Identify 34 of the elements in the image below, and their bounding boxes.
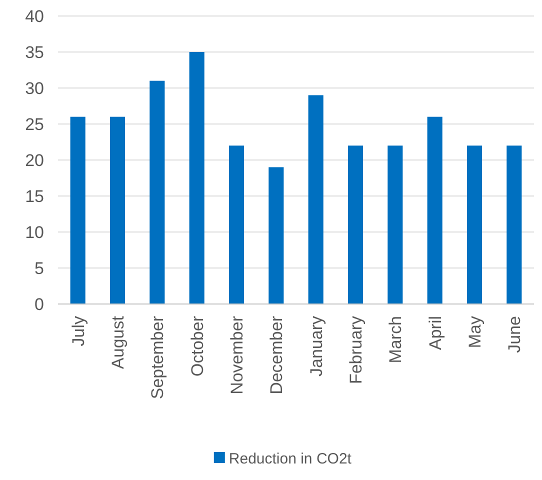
y-tick-label: 25 <box>25 114 44 134</box>
x-tick-label: May <box>465 316 484 348</box>
y-tick-label: 35 <box>25 42 44 62</box>
x-tick-label: October <box>188 316 207 376</box>
y-tick-label: 40 <box>25 6 44 26</box>
legend-label: Reduction in CO2t <box>228 450 352 468</box>
bar <box>466 146 482 304</box>
bar <box>427 116 442 304</box>
y-tick-label: 20 <box>25 150 44 170</box>
x-tick-label: January <box>306 316 326 376</box>
bar <box>388 146 403 304</box>
x-tick-label: November <box>227 316 246 394</box>
x-tick-label: December <box>267 316 286 394</box>
x-tick-label: September <box>148 316 168 400</box>
bar <box>189 52 204 304</box>
x-tick-label: June <box>505 316 524 353</box>
y-tick-label: 30 <box>25 78 44 98</box>
bar <box>268 167 284 304</box>
bar <box>506 146 522 304</box>
x-tick-label: August <box>108 316 128 369</box>
bar <box>150 80 165 304</box>
x-tick-label: March <box>386 316 406 364</box>
bar <box>110 116 126 304</box>
y-tick-label: 10 <box>25 222 44 242</box>
x-tick-label: February <box>346 316 366 384</box>
y-tick-label: 15 <box>25 186 44 206</box>
bar <box>228 146 244 304</box>
bar <box>70 116 86 304</box>
y-tick-label: 0 <box>34 294 44 314</box>
bar <box>348 146 364 304</box>
x-tick-label: April <box>426 316 445 350</box>
y-tick-label: 5 <box>34 258 44 278</box>
bar <box>308 95 324 304</box>
x-tick-label: July <box>68 316 88 346</box>
